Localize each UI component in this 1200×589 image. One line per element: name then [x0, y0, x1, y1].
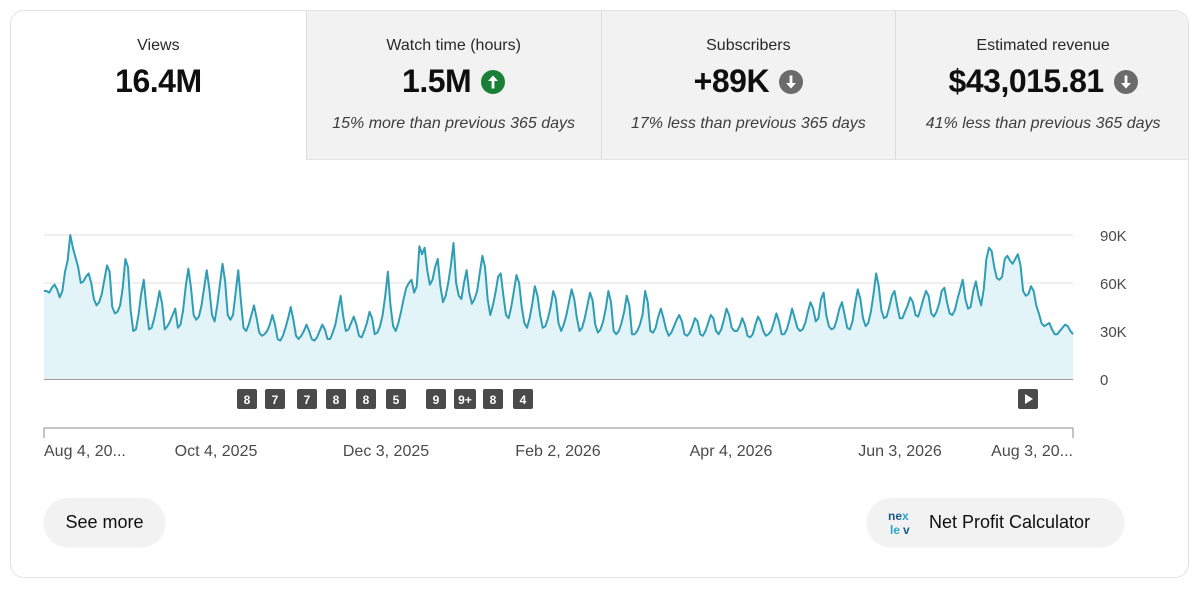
tab-watch-time[interactable]: Watch time (hours) 1.5M 15% more than pr… — [305, 11, 601, 160]
video-marker-label: 9 — [433, 393, 440, 407]
x-tick-label: Aug 4, 20... — [44, 443, 126, 460]
y-tick-label: 90K — [1100, 228, 1127, 245]
video-marker[interactable] — [386, 389, 406, 409]
analytics-card: Views 16.4M Watch time (hours) 1.5M 15% … — [10, 10, 1189, 578]
svg-text:v: v — [903, 523, 910, 537]
video-marker[interactable] — [265, 389, 285, 409]
metric-comparison: 15% more than previous 365 days — [332, 115, 576, 132]
video-marker-label: 5 — [393, 393, 400, 407]
chart-svg: 90K 60K 30K 0 8 7 7 8 8 5 9 9+ 8 4 Aug 4, 20... Oct 4, … — [43, 228, 1127, 460]
video-marker[interactable] — [483, 389, 503, 409]
x-tick-label: Aug 3, 20... — [991, 443, 1073, 460]
arrow-down-circle-icon — [1113, 69, 1138, 94]
y-tick-label: 0 — [1100, 372, 1108, 389]
x-tick-label: Jun 3, 2026 — [858, 443, 942, 460]
video-marker-label: 8 — [333, 393, 340, 407]
video-marker[interactable] — [237, 389, 257, 409]
video-marker-label: 8 — [244, 393, 251, 407]
metric-value: $43,015.81 — [896, 63, 1188, 100]
series-line — [44, 234, 1074, 342]
video-marker[interactable] — [426, 389, 446, 409]
arrow-down-circle-icon — [779, 69, 804, 94]
metric-value-text: +89K — [693, 63, 770, 99]
svg-text:ne: ne — [888, 509, 902, 523]
metric-value: 16.4M — [11, 63, 306, 100]
play-icon-glyph — [1025, 394, 1033, 404]
video-marker-label: 8 — [363, 393, 370, 407]
metric-comparison: 41% less than previous 365 days — [925, 115, 1161, 132]
metric-label: Subscribers — [706, 37, 791, 54]
metric-label: Watch time (hours) — [386, 37, 521, 54]
metric-comparison: 17% less than previous 365 days — [630, 115, 866, 132]
video-marker[interactable] — [356, 389, 376, 409]
svg-text:le: le — [890, 523, 900, 537]
tab-estimated-revenue[interactable]: Estimated revenue $43,015.81 41% less th… — [895, 11, 1188, 160]
calculator-label: Net Profit Calculator — [929, 511, 1091, 532]
y-tick-label: 30K — [1100, 324, 1127, 341]
video-marker[interactable] — [454, 389, 476, 409]
arrow-up-circle-icon — [481, 69, 506, 94]
nexlev-logo-icon: ne x le v — [888, 509, 910, 537]
video-marker-label: 9+ — [458, 393, 472, 407]
tab-views[interactable]: Views 16.4M — [11, 11, 306, 160]
video-marker-label: 8 — [490, 393, 497, 407]
metric-value-text: 1.5M — [402, 63, 472, 99]
x-tick-label: Feb 2, 2026 — [515, 443, 601, 460]
video-marker-label: 4 — [520, 393, 527, 407]
metric-value: 1.5M — [307, 63, 601, 100]
see-more-button[interactable]: See more — [44, 498, 165, 546]
metric-value-text: 16.4M — [115, 63, 202, 99]
video-marker[interactable] — [297, 389, 317, 409]
video-marker[interactable] — [513, 389, 533, 409]
metric-label: Estimated revenue — [976, 37, 1110, 54]
net-profit-calculator-button[interactable]: ne x le v Net Profit Calculator — [867, 498, 1124, 546]
x-tick-label: Oct 4, 2025 — [175, 443, 258, 460]
x-tick-label: Apr 4, 2026 — [690, 443, 773, 460]
metric-tabs: Views 16.4M Watch time (hours) 1.5M 15% … — [11, 11, 1188, 160]
video-marker-label: 7 — [272, 393, 279, 407]
views-chart: 90K 60K 30K 0 8 7 7 8 8 5 9 9+ 8 4 Aug 4, 20... Oct 4, … — [11, 161, 1188, 491]
metric-value-text: $43,015.81 — [948, 63, 1105, 99]
series-area — [44, 235, 1073, 379]
video-marker[interactable] — [326, 389, 346, 409]
x-tick-label: Dec 3, 2025 — [343, 443, 429, 460]
svg-text:x: x — [902, 509, 909, 523]
metric-value: +89K — [602, 63, 896, 100]
y-tick-label: 60K — [1100, 276, 1127, 293]
tab-subscribers[interactable]: Subscribers +89K 17% less than previous … — [600, 11, 896, 160]
video-marker-label: 7 — [304, 393, 311, 407]
metric-label: Views — [137, 37, 180, 54]
